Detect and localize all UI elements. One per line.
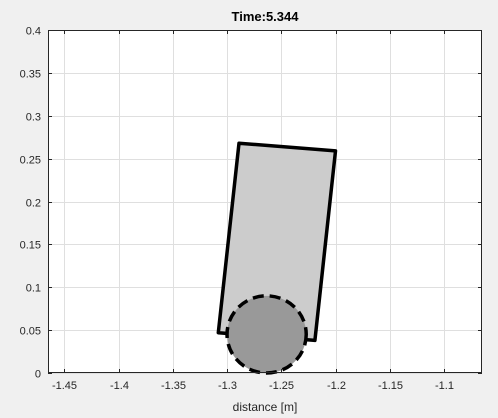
plot-shapes xyxy=(216,141,338,375)
chart-title: Time:5.344 xyxy=(232,9,300,24)
y-tick-label: 0.1 xyxy=(26,283,41,295)
y-tick-label: 0.4 xyxy=(26,26,41,38)
x-tick-label: -1.1 xyxy=(435,380,454,392)
x-tick-label: -1.2 xyxy=(327,380,346,392)
y-tick-label: 0 xyxy=(35,369,41,381)
pendulum-body xyxy=(216,141,338,343)
y-tick-label: 0.05 xyxy=(20,326,41,338)
y-tick-label: 0.3 xyxy=(26,112,41,124)
x-tick-label: -1.3 xyxy=(218,380,237,392)
wheel xyxy=(225,294,308,375)
x-axis-label: distance [m] xyxy=(233,400,298,414)
x-tick-label: -1.15 xyxy=(378,380,403,392)
ticks: -1.45 -1.4 -1.35 -1.3 -1.25 -1.2 -1.15 -1.1 0 0.0… xyxy=(20,26,482,392)
y-tick-label: 0.25 xyxy=(20,155,41,167)
axes-box xyxy=(48,30,482,373)
x-tick-label: -1.35 xyxy=(161,380,186,392)
x-tick-label: -1.4 xyxy=(110,380,129,392)
y-tick-label: 0.2 xyxy=(26,198,41,210)
x-tick-label: -1.25 xyxy=(269,380,294,392)
x-tick-label: -1.45 xyxy=(52,380,77,392)
y-tick-label: 0.35 xyxy=(20,69,41,81)
y-tick-label: 0.15 xyxy=(20,240,41,252)
